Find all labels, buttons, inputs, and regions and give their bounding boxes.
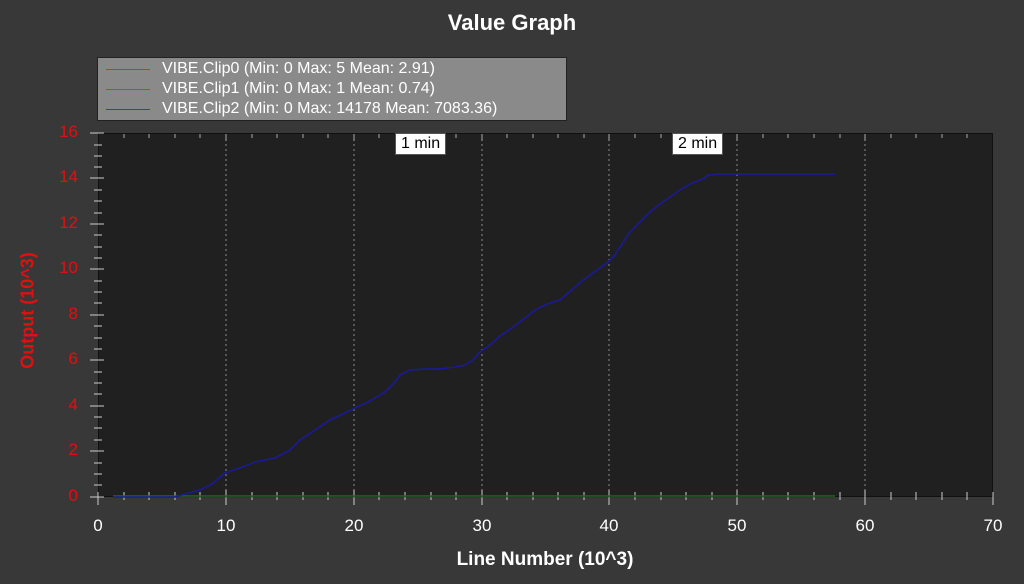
ytick-10: 10: [59, 258, 78, 277]
ytick-6: 6: [68, 349, 78, 368]
legend-label: VIBE.Clip1 (Min: 0 Max: 1 Mean: 0.74): [162, 80, 435, 97]
legend-item-clip0: VIBE.Clip0 (Min: 0 Max: 5 Mean: 2.91): [98, 59, 566, 79]
left-ticks: [90, 132, 104, 498]
top-ticks: [123, 134, 968, 141]
ytick-14: 14: [59, 167, 78, 186]
xtick-10: 10: [216, 516, 236, 535]
legend-label: VIBE.Clip0 (Min: 0 Max: 5 Mean: 2.91): [162, 60, 435, 77]
xtick-30: 30: [472, 516, 492, 535]
time-marker-2min: 2 min: [672, 133, 724, 155]
bottom-ticks: [97, 490, 994, 505]
xtick-40: 40: [599, 516, 619, 535]
ytick-8: 8: [68, 304, 78, 323]
time-marker-1min: 1 min: [395, 133, 447, 155]
series-clip2-line: [113, 173, 835, 498]
plot-area[interactable]: [98, 133, 993, 497]
ytick-16: 16: [59, 122, 78, 141]
legend-swatch-green: [106, 89, 150, 90]
grid-lines: [225, 134, 866, 497]
x-axis-label: Line Number (10^3): [456, 549, 634, 570]
chart-title: Value Graph: [447, 10, 577, 35]
ytick-4: 4: [68, 395, 78, 414]
xtick-70: 70: [983, 516, 1003, 535]
ytick-0: 0: [68, 486, 78, 505]
ytick-2: 2: [68, 440, 78, 459]
legend-swatch-blue: [106, 109, 150, 110]
legend-label: VIBE.Clip2 (Min: 0 Max: 14178 Mean: 7083…: [162, 100, 498, 117]
xtick-60: 60: [855, 516, 875, 535]
y-axis-label: Output (10^3): [17, 252, 38, 369]
legend-swatch-red: [106, 69, 150, 70]
xtick-20: 20: [344, 516, 364, 535]
xtick-0: 0: [93, 516, 103, 535]
legend: VIBE.Clip0 (Min: 0 Max: 5 Mean: 2.91) VI…: [97, 57, 567, 121]
ytick-12: 12: [59, 213, 78, 232]
xtick-50: 50: [727, 516, 747, 535]
legend-item-clip2: VIBE.Clip2 (Min: 0 Max: 14178 Mean: 7083…: [98, 99, 566, 119]
legend-item-clip1: VIBE.Clip1 (Min: 0 Max: 1 Mean: 0.74): [98, 79, 566, 99]
